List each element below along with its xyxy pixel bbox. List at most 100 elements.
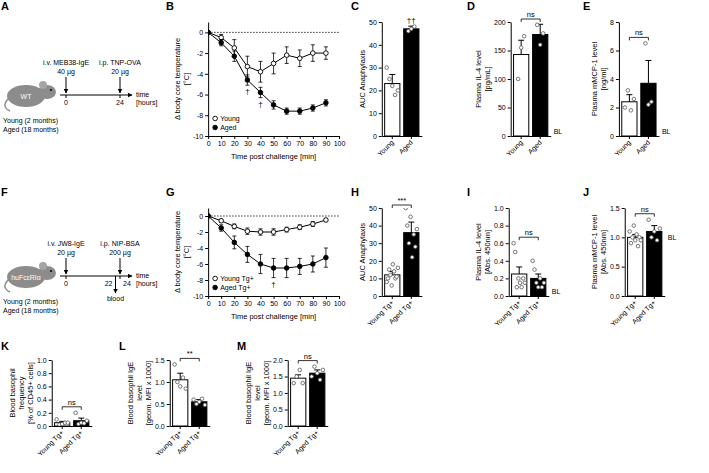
tick-mark — [205, 264, 208, 265]
tick-mark — [287, 296, 288, 299]
tick-mark — [285, 393, 288, 394]
legend: Young Tg+Aged Tg+ — [213, 275, 254, 292]
x-axis: Young Tg+Aged Tg+ — [36, 426, 92, 458]
error-bar — [258, 87, 262, 97]
marker — [232, 224, 237, 229]
error-bar — [219, 225, 223, 231]
tick-label: 50 — [369, 205, 377, 212]
error-bar — [298, 225, 302, 230]
tick-label: 0 — [373, 133, 377, 140]
axis-line — [382, 296, 422, 297]
tick-mark — [205, 232, 208, 233]
data-point — [392, 270, 396, 274]
error-bar — [408, 222, 414, 233]
x-axis: 0102030405060708090100 — [207, 296, 346, 307]
plot-area — [208, 30, 339, 114]
x-axis: Young Tg+Aged Tg+ — [493, 296, 549, 328]
error-bar — [518, 40, 524, 54]
tick: 0 — [199, 29, 208, 36]
tick-mark — [635, 296, 636, 299]
data-point — [639, 238, 643, 242]
tick-label: -4 — [197, 245, 203, 252]
data-point — [517, 277, 521, 281]
data-point — [533, 268, 537, 272]
legend-label: Aged Tg+ — [220, 284, 250, 292]
data-point — [390, 284, 394, 288]
axis-title-line: [°C] — [182, 73, 191, 86]
tick-label: 80 — [309, 140, 317, 147]
tick: 70 — [296, 136, 304, 147]
data-point — [391, 263, 395, 267]
panel: CAUC Anaphylaxis01020304050YoungAged†† — [351, 0, 422, 158]
tick-label: 0.0 — [273, 423, 283, 430]
marker — [271, 61, 276, 66]
data-point — [520, 285, 524, 289]
tick: 20 — [231, 296, 239, 307]
tick-mark — [205, 32, 208, 33]
tick-label: Aged Tg+ — [293, 429, 320, 456]
data-point — [628, 230, 632, 234]
tick: 50 — [270, 296, 278, 307]
data-point — [396, 89, 400, 93]
tick-mark — [379, 278, 382, 279]
tick-label: 2.0 — [273, 357, 283, 364]
data-point — [522, 34, 526, 38]
axis-title-line: Plasma mMCP-1 level — [590, 215, 599, 290]
error-bar — [245, 75, 249, 85]
y-axis: 0-2-4-6-8-10 — [193, 209, 209, 300]
tick: -2 — [197, 50, 208, 57]
tick-label: 20 — [369, 258, 377, 265]
marker — [324, 218, 329, 223]
tick: 0.0 — [494, 293, 509, 300]
panel-letter: M — [237, 340, 246, 352]
bar — [385, 275, 400, 296]
axis-title-line: AUC Anaphylaxis — [358, 223, 367, 281]
tick-mark — [506, 226, 509, 227]
tick-mark — [247, 136, 248, 139]
plot-area — [622, 42, 656, 136]
tick-label: 200 — [494, 19, 506, 26]
x-axis: Young Tg+Aged Tg+ — [366, 296, 422, 328]
group-label: Young (2 months) — [3, 117, 58, 125]
tick: -6 — [197, 91, 208, 98]
tick-mark — [506, 296, 509, 297]
bar — [404, 29, 419, 136]
tick: 40 — [257, 296, 265, 307]
marker — [311, 222, 316, 227]
tick-mark — [538, 296, 539, 299]
tick: 0.5 — [273, 406, 288, 413]
tick-label: 90 — [323, 300, 331, 307]
marker — [219, 35, 224, 40]
tick-mark — [234, 136, 235, 139]
tick: 50 — [498, 104, 511, 111]
mouse-icon — [5, 262, 56, 292]
marker — [311, 262, 316, 267]
data-point — [626, 89, 630, 93]
tick-mark — [506, 243, 509, 244]
axis-title-line: level — [253, 385, 262, 401]
tick-label: 0.4 — [494, 258, 504, 265]
time-axis — [60, 276, 132, 277]
marker — [284, 109, 289, 114]
data-point — [414, 245, 418, 249]
group-label: Aged (18 months) — [3, 307, 59, 315]
axis-title: Plasma IL-4 level[Abs. 450nm] — [474, 223, 492, 281]
tick-label: 1.0 — [610, 234, 620, 241]
mouse-label: WT — [21, 93, 33, 100]
data-point — [535, 23, 539, 27]
tick-label: 80 — [309, 300, 317, 307]
tick-label: 40 — [369, 222, 377, 229]
tick-mark — [508, 108, 511, 109]
data-point — [647, 103, 651, 107]
tick-mark — [379, 296, 382, 297]
tick-label: 0 — [373, 293, 377, 300]
tick-mark — [205, 115, 208, 116]
panel: GΔ body core temperature[°C]0-2-4-6-8-10… — [166, 186, 345, 321]
legend-label: Young Tg+ — [220, 275, 254, 283]
data-point — [629, 109, 633, 113]
tick-label: 0 — [199, 29, 203, 36]
tick: 10 — [218, 296, 226, 307]
significance: *** — [397, 196, 406, 205]
tick-mark — [205, 95, 208, 96]
time-label: 22 — [105, 280, 113, 287]
